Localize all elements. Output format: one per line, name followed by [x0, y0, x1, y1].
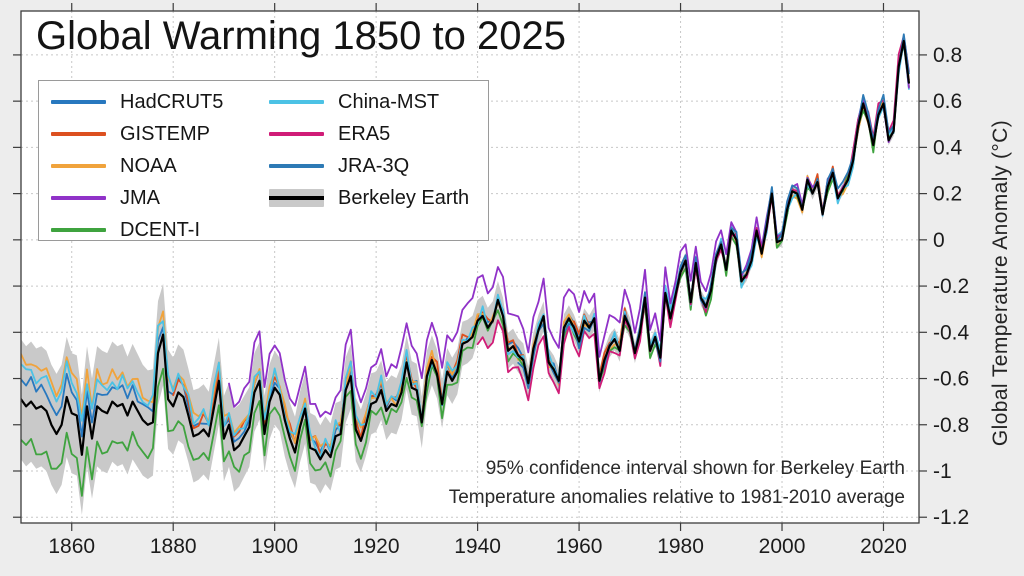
legend: HadCRUT5 GISTEMP NOAA JMA DCENT-I China-MST ER… [38, 80, 489, 241]
legend-line-swatch [51, 132, 106, 136]
legend-line-swatch [51, 196, 106, 200]
series-line-jma [228, 38, 910, 418]
legend-item-era5: ERA5 [269, 118, 469, 150]
y-tick-label: 0.2 [933, 183, 962, 206]
legend-label: ERA5 [338, 122, 391, 145]
legend-line-swatch [51, 100, 106, 104]
legend-label: Berkeley Earth [338, 186, 470, 209]
legend-column-2: China-MST ERA5 JRA-3Q Berkeley Earth [269, 86, 469, 214]
legend-item-berkeley-earth: Berkeley Earth [269, 182, 469, 214]
confidence-band [21, 36, 909, 515]
y-tick-labels: 0.8 0.6 0.4 0.2 0 -0.2 -0.4 -0.6 -0.8 -1 -1.2 [933, 44, 970, 529]
legend-item-dcent-i: DCENT-I [51, 214, 223, 246]
x-tick-label: 1940 [454, 535, 501, 558]
legend-line-swatch [269, 132, 324, 136]
x-tick-label: 2000 [759, 535, 806, 558]
annotation-line-1: 95% confidence interval shown for Berkel… [485, 458, 905, 479]
legend-item-noaa: NOAA [51, 150, 223, 182]
legend-band-swatch [269, 189, 324, 207]
y-tick-label: 0.6 [933, 90, 962, 113]
x-tick-label: 1860 [48, 535, 95, 558]
legend-item-jma: JMA [51, 182, 223, 214]
y-tick-label: -0.4 [933, 321, 970, 344]
legend-line-swatch [51, 164, 106, 168]
x-tick-label: 1880 [150, 535, 197, 558]
x-tick-label: 1980 [657, 535, 704, 558]
legend-label: NOAA [120, 154, 177, 177]
y-tick-label: -0.6 [933, 368, 969, 391]
legend-item-hadcrut5: HadCRUT5 [51, 86, 223, 118]
x-tick-label: 2020 [860, 535, 907, 558]
legend-line-swatch [269, 100, 324, 104]
plot-frame [20, 10, 920, 524]
legend-label: JRA-3Q [338, 154, 410, 177]
annotation-block: 95% confidence interval shown for Berkel… [449, 454, 905, 512]
legend-label: GISTEMP [120, 122, 211, 145]
annotation-line-2: Temperature anomalies relative to 1981-2… [448, 487, 905, 508]
legend-item-jra-3q: JRA-3Q [269, 150, 469, 182]
legend-line-swatch [269, 164, 324, 168]
y-tick-label: -0.2 [933, 275, 969, 298]
legend-column-1: HadCRUT5 GISTEMP NOAA JMA DCENT-I [51, 86, 223, 246]
x-tick-label: 1900 [251, 535, 298, 558]
x-tick-labels: 1860 1880 1900 1920 1940 1960 1980 2000 2020 [48, 535, 906, 558]
y-tick-label: -0.8 [933, 414, 969, 437]
y-axis-label: Global Temperature Anomaly (°C) [989, 119, 1012, 447]
y-tick-label: -1 [933, 460, 952, 483]
y-tick-label: 0.8 [933, 44, 962, 67]
legend-label: China-MST [338, 90, 440, 113]
chart-title: Global Warming 1850 to 2025 [36, 14, 566, 58]
legend-item-china-mst: China-MST [269, 86, 469, 118]
y-tick-label: 0.4 [933, 136, 963, 159]
axis-ticks [13, 3, 927, 531]
x-tick-label: 1920 [353, 535, 400, 558]
series-line-berkeley-earth [21, 39, 911, 461]
x-tick-label: 1960 [556, 535, 603, 558]
legend-item-gistemp: GISTEMP [51, 118, 223, 150]
y-tick-label: 0 [933, 229, 945, 252]
legend-label: JMA [120, 186, 160, 209]
legend-line-swatch [51, 228, 106, 232]
legend-label: HadCRUT5 [120, 90, 224, 113]
y-tick-label: -1.2 [933, 506, 969, 529]
legend-label: DCENT-I [120, 218, 200, 241]
